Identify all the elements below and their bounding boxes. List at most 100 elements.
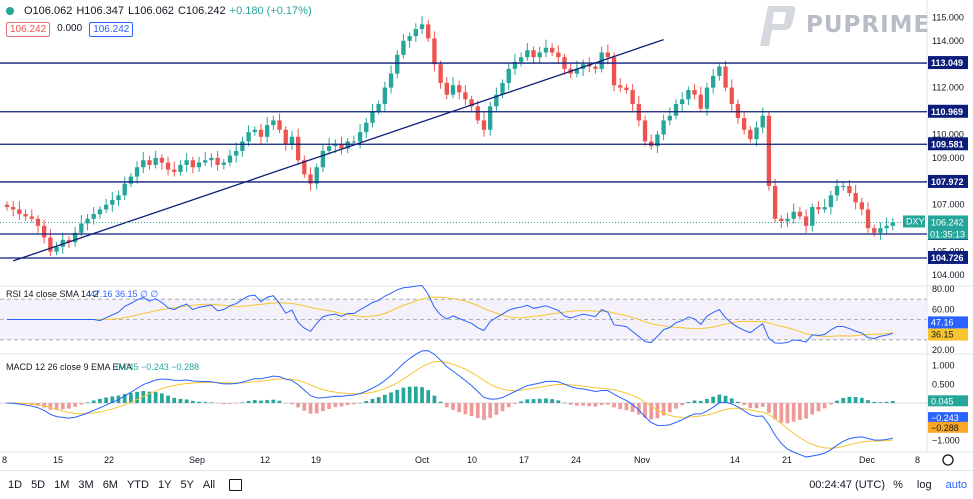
candle-body bbox=[35, 218, 41, 226]
candle-body bbox=[432, 38, 437, 65]
candle-body bbox=[103, 204, 109, 210]
candle-body bbox=[227, 155, 233, 163]
macd-histogram-bar bbox=[568, 403, 573, 405]
candle-body bbox=[692, 89, 697, 95]
candle-body bbox=[791, 211, 796, 219]
bid-tag[interactable]: 106.242 bbox=[6, 22, 51, 37]
macd-histogram-bar bbox=[327, 403, 331, 409]
timeframe-1y[interactable]: 1Y bbox=[157, 479, 172, 491]
candle-body bbox=[295, 136, 301, 161]
candle-body bbox=[382, 87, 388, 105]
candle-body bbox=[234, 150, 239, 156]
macd-histogram-bar bbox=[680, 403, 685, 406]
timeframe-5y[interactable]: 5Y bbox=[180, 479, 194, 491]
level-label-bg bbox=[928, 174, 968, 188]
macd-histogram-bar bbox=[413, 386, 418, 403]
timeframe-selector: 1D 5D 1M 3M 6M YTD 1Y 5Y All bbox=[8, 479, 215, 491]
candle-body bbox=[661, 120, 666, 135]
candle-body bbox=[463, 92, 468, 100]
candle-body bbox=[339, 143, 344, 149]
price-tick-label: 109.000 bbox=[932, 153, 965, 163]
macd-value-bg bbox=[928, 421, 968, 433]
candle-body bbox=[537, 52, 542, 58]
symbol-tag-bg bbox=[903, 215, 925, 228]
macd-histogram-bar bbox=[810, 403, 815, 415]
candle-body bbox=[512, 61, 518, 69]
percent-toggle[interactable]: % bbox=[893, 479, 903, 491]
macd-histogram-bar bbox=[599, 403, 604, 406]
candle-body bbox=[54, 246, 59, 252]
candle-body bbox=[630, 89, 635, 105]
macd-histogram-bar bbox=[767, 403, 771, 413]
macd-histogram-bar bbox=[48, 403, 53, 410]
rsi-sma-value-bg bbox=[928, 328, 968, 341]
macd-signal-line bbox=[6, 360, 893, 449]
chart-canvas[interactable]: 115.000114.000113.000112.000111.000110.0… bbox=[0, 0, 973, 470]
candle-body bbox=[605, 52, 611, 58]
timeframe-all[interactable]: All bbox=[202, 479, 216, 491]
price-tags: 106.242 0.000 106.242 bbox=[6, 22, 134, 37]
macd-histogram-bar bbox=[624, 403, 629, 411]
macd-value-bg bbox=[928, 395, 968, 407]
macd-histogram-bar bbox=[822, 403, 827, 409]
macd-histogram-bar bbox=[878, 402, 883, 403]
utc-clock[interactable]: 00:24:47 (UTC) bbox=[809, 479, 885, 491]
auto-scale-toggle[interactable]: auto bbox=[945, 479, 967, 491]
ask-tag[interactable]: 106.242 bbox=[89, 22, 134, 37]
timeframe-6m[interactable]: 6M bbox=[102, 479, 118, 491]
timeframe-5d[interactable]: 5D bbox=[31, 479, 46, 491]
time-axis-label: 10 bbox=[467, 455, 477, 465]
candle-body bbox=[686, 89, 691, 100]
timeframe-3m[interactable]: 3M bbox=[78, 479, 94, 491]
macd-histogram-bar bbox=[872, 401, 877, 403]
rsi-tick-label: 80.00 bbox=[932, 284, 955, 294]
price-tick-label: 112.000 bbox=[932, 83, 964, 93]
candle-body bbox=[60, 239, 65, 247]
timeframe-ytd[interactable]: YTD bbox=[126, 479, 149, 491]
time-axis-label: 19 bbox=[311, 455, 321, 465]
timeframe-1m[interactable]: 1M bbox=[54, 479, 70, 491]
candle-body bbox=[667, 115, 672, 121]
settings-gear-icon[interactable] bbox=[942, 454, 954, 466]
log-toggle[interactable]: log bbox=[916, 479, 932, 491]
calendar-icon[interactable] bbox=[229, 479, 243, 491]
macd-histogram-bar bbox=[376, 397, 381, 403]
macd-histogram-bar bbox=[401, 387, 406, 403]
candle-body bbox=[345, 141, 350, 149]
macd-histogram-bar bbox=[717, 394, 722, 403]
macd-histogram-bar bbox=[252, 400, 257, 403]
candle-body bbox=[680, 99, 685, 105]
macd-histogram-bar bbox=[500, 403, 505, 412]
candle-body bbox=[450, 85, 456, 95]
macd-histogram-bar bbox=[537, 398, 542, 403]
candle-body bbox=[766, 115, 772, 186]
macd-histogram-bar bbox=[469, 403, 474, 417]
macd-legend-values: 0.045 −0.243 −0.288 bbox=[116, 362, 199, 372]
visibility-icon[interactable] bbox=[6, 7, 14, 15]
macd-histogram-bar bbox=[804, 403, 808, 419]
candle-body bbox=[710, 75, 716, 88]
candle-body bbox=[388, 73, 394, 88]
logo-text: PUPRIME bbox=[806, 12, 931, 38]
candle-body bbox=[673, 104, 679, 116]
timeframe-1d[interactable]: 1D bbox=[8, 479, 23, 491]
candle-body bbox=[847, 185, 852, 194]
candle-body bbox=[91, 214, 96, 219]
candle-body bbox=[17, 209, 22, 215]
candle-body bbox=[97, 209, 103, 215]
macd-histogram-bar bbox=[314, 403, 319, 414]
macd-histogram-bar bbox=[519, 401, 523, 403]
macd-histogram-bar bbox=[829, 403, 833, 405]
ohlc-legend: O106.062 H106.347 L106.062 C106.242 +0.1… bbox=[6, 5, 312, 17]
macd-histogram-bar bbox=[859, 397, 864, 403]
candle-body bbox=[376, 104, 381, 112]
candle-body bbox=[357, 132, 363, 142]
candle-body bbox=[754, 127, 759, 140]
candle-body bbox=[258, 129, 264, 137]
candle-body bbox=[487, 106, 493, 130]
macd-histogram-bar bbox=[54, 403, 59, 411]
macd-histogram-bar bbox=[135, 391, 139, 403]
macd-histogram-bar bbox=[85, 402, 90, 403]
macd-histogram-bar bbox=[636, 403, 641, 415]
